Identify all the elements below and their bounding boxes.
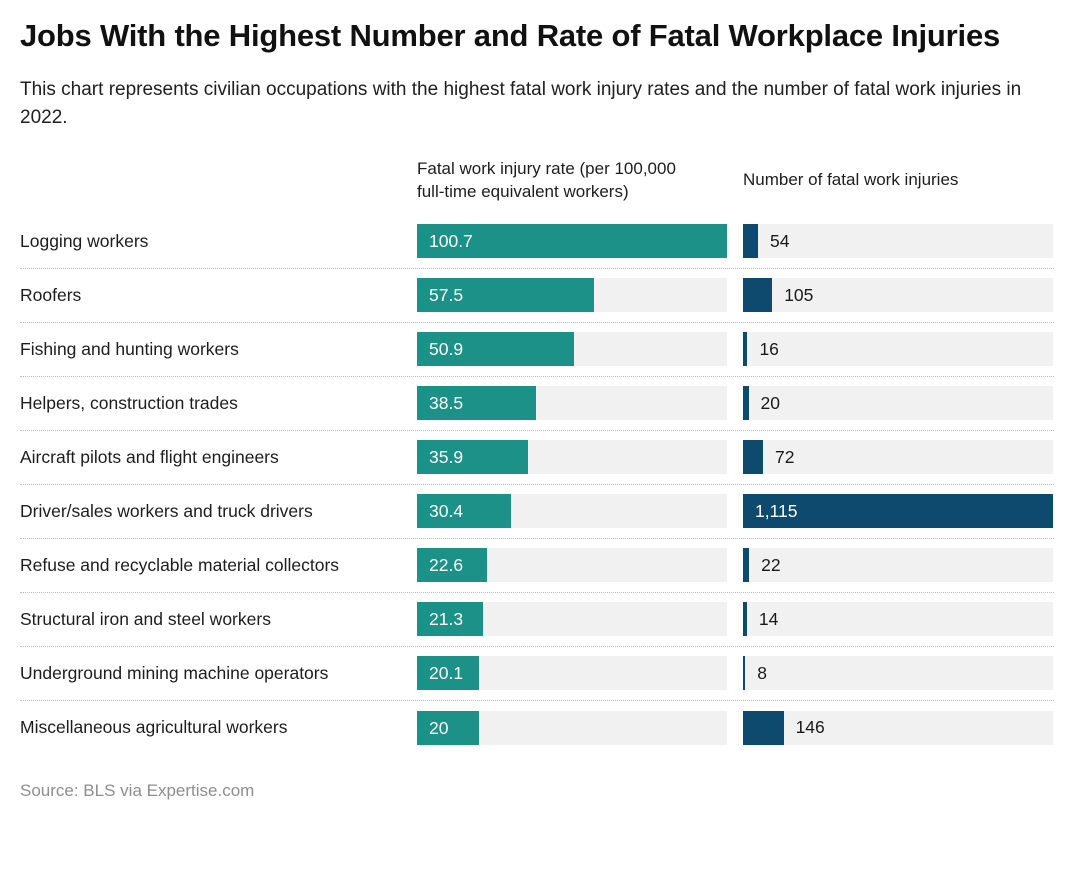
rate-bar (417, 278, 594, 313)
rate-bar (417, 224, 727, 259)
rate-bar (417, 656, 479, 691)
table-row: Miscellaneous agricultural workers 20 146 (20, 701, 1054, 755)
count-value: 72 (775, 446, 795, 467)
table-row: Structural iron and steel workers 21.3 14 (20, 593, 1054, 647)
rate-bar-track: 100.7 (417, 224, 727, 259)
rate-bar (417, 710, 479, 745)
count-value: 20 (760, 392, 781, 413)
rate-value: 22.6 (429, 555, 464, 576)
count-bar-track: 72 (743, 440, 1053, 475)
rate-value: 20 (429, 717, 449, 738)
bar-chart: Fatal work injury rate (per 100,000 full… (20, 157, 1054, 755)
occupation-label: Underground mining machine operators (20, 662, 329, 683)
rate-bar (417, 440, 528, 475)
table-row: Aircraft pilots and flight engineers 35.9… (20, 431, 1054, 485)
count-bar (743, 278, 773, 313)
occupation-label: Structural iron and steel workers (20, 608, 271, 629)
count-bar-track: 146 (743, 710, 1053, 745)
count-bar (743, 710, 784, 745)
rate-bar (417, 548, 487, 583)
rate-bar-track: 20.1 (417, 656, 727, 691)
count-value: 54 (770, 230, 790, 251)
rate-value: 35.9 (429, 447, 464, 468)
rate-value: 50.9 (429, 339, 464, 360)
occupation-label: Aircraft pilots and flight engineers (20, 446, 279, 467)
count-bar-track: 20 (743, 386, 1053, 421)
occupation-label: Roofers (20, 284, 82, 305)
chart-subtitle: This chart represents civilian occupatio… (20, 78, 1022, 129)
rate-bar (417, 494, 511, 529)
count-value: 14 (758, 608, 779, 629)
rate-bar (417, 332, 574, 367)
count-bar (743, 440, 764, 475)
count-value: 16 (759, 338, 779, 359)
table-row: Logging workers 100.7 54 (20, 215, 1054, 269)
rate-bar-track: 20 (417, 710, 727, 745)
rate-value: 100.7 (429, 231, 473, 252)
table-row: Underground mining machine operators 20.1… (20, 647, 1054, 701)
count-bar (743, 224, 758, 259)
rate-bar-track: 57.5 (417, 278, 727, 313)
occupation-label: Driver/sales workers and truck drivers (20, 500, 313, 521)
count-bar-track: 14 (743, 602, 1053, 637)
count-value: 146 (795, 717, 825, 738)
table-row: Driver/sales workers and truck drivers 30… (20, 485, 1054, 539)
table-row: Fishing and hunting workers 50.9 16 (20, 323, 1054, 377)
count-bar-track: 54 (743, 224, 1053, 259)
count-value: 8 (757, 662, 767, 683)
rate-value: 38.5 (429, 393, 464, 414)
rate-bar-track: 21.3 (417, 602, 727, 637)
rate-bar (417, 386, 536, 421)
rate-value: 30.4 (429, 501, 464, 522)
count-bar (743, 602, 747, 637)
source-note: Source: BLS via Expertise.com (20, 780, 255, 800)
occupation-label: Miscellaneous agricultural workers (20, 717, 288, 738)
rate-column-header: Fatal work injury rate (per 100,000 full… (417, 158, 676, 201)
count-bar (743, 656, 746, 691)
occupation-label: Logging workers (20, 230, 149, 251)
count-bar (743, 548, 750, 583)
rate-bar-track: 50.9 (417, 332, 727, 367)
count-value: 22 (761, 554, 781, 575)
count-bar (743, 386, 749, 421)
count-bar-track: 16 (743, 332, 1053, 367)
rate-value: 21.3 (429, 609, 464, 630)
count-bar (743, 494, 1053, 529)
occupation-label: Helpers, construction trades (20, 392, 238, 413)
count-value: 105 (784, 284, 814, 305)
count-column-header: Number of fatal work injuries (743, 170, 959, 190)
rate-bar-track: 22.6 (417, 548, 727, 583)
chart-rows: Logging workers 100.7 54 Roofers 57.5 105 Fish… (20, 215, 1054, 755)
page-title: Jobs With the Highest Number and Rate of… (20, 18, 1001, 53)
count-bar (743, 332, 748, 367)
count-bar-track: 105 (743, 278, 1053, 313)
rate-bar-track: 35.9 (417, 440, 727, 475)
table-row: Helpers, construction trades 38.5 20 (20, 377, 1054, 431)
column-headers: Fatal work injury rate (per 100,000 full… (20, 157, 1054, 203)
count-bar-track: 1,115 (743, 494, 1053, 529)
rate-bar-track: 38.5 (417, 386, 727, 421)
occupation-label: Refuse and recyclable material collector… (20, 554, 340, 575)
count-value: 1,115 (755, 501, 798, 522)
rate-value: 20.1 (429, 663, 464, 684)
count-bar-track: 22 (743, 548, 1053, 583)
rate-value: 57.5 (429, 285, 464, 306)
occupation-label: Fishing and hunting workers (20, 338, 239, 359)
count-bar-track: 8 (743, 656, 1053, 691)
table-row: Refuse and recyclable material collector… (20, 539, 1054, 593)
table-row: Roofers 57.5 105 (20, 269, 1054, 323)
rate-bar-track: 30.4 (417, 494, 727, 529)
rate-bar (417, 602, 483, 637)
